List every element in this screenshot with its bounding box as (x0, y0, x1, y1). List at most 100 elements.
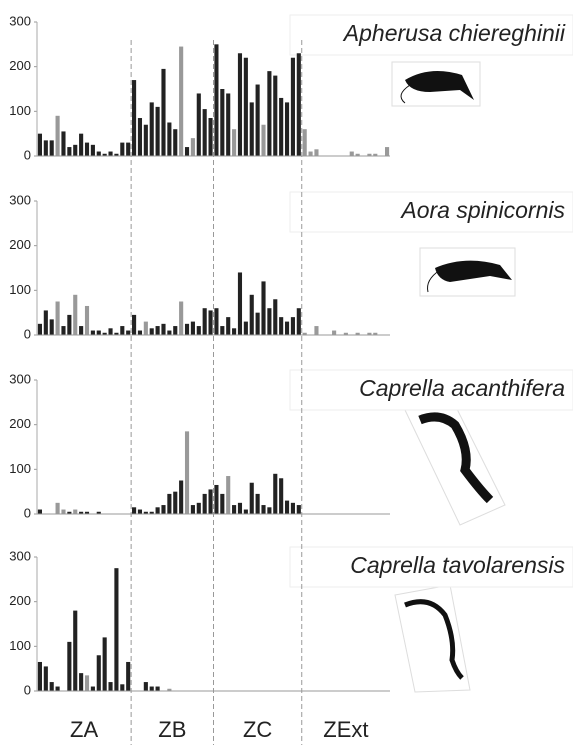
bar (279, 98, 283, 156)
bar (156, 507, 160, 514)
bar (256, 494, 260, 514)
bar (38, 324, 42, 335)
bar (267, 308, 271, 335)
bar (150, 687, 154, 691)
bar (297, 308, 301, 335)
y-tick-label: 0 (24, 326, 31, 341)
bar (50, 140, 54, 156)
bar (144, 322, 148, 335)
bar (232, 328, 236, 335)
bar (56, 503, 60, 514)
bar (273, 474, 277, 514)
bar (179, 481, 183, 515)
bar (185, 147, 189, 156)
bar (61, 510, 65, 514)
bar (232, 129, 236, 156)
y-tick-label: 0 (24, 147, 31, 162)
bar (144, 125, 148, 156)
bar (120, 326, 124, 335)
bar (279, 317, 283, 335)
bar (226, 93, 230, 156)
bar (185, 431, 189, 514)
y-tick-label: 300 (9, 192, 31, 207)
bar (208, 310, 212, 335)
bar (156, 107, 160, 156)
bar (132, 80, 136, 156)
bar (279, 478, 283, 514)
y-tick-label: 300 (9, 371, 31, 386)
bar (208, 118, 212, 156)
bar (61, 131, 65, 156)
bar (291, 58, 295, 156)
bar (126, 662, 130, 691)
bar (244, 58, 248, 156)
bar (167, 331, 171, 335)
bar (85, 306, 89, 335)
y-tick-label: 0 (24, 682, 31, 697)
bar (185, 324, 189, 335)
bar (191, 138, 195, 156)
bar (250, 483, 254, 514)
bar (114, 568, 118, 691)
bar (350, 152, 354, 156)
bar (97, 152, 101, 156)
page: {"zones": ["ZA", "ZB", "ZC", "ZExt"], "c… (0, 0, 573, 745)
bar (161, 505, 165, 514)
bar (203, 308, 207, 335)
bar (244, 322, 248, 335)
bar (91, 331, 95, 335)
chart: Apherusa chiereghinii0100200300Aora spin… (0, 0, 573, 745)
bar (173, 129, 177, 156)
bar (126, 331, 130, 335)
bar (256, 85, 260, 156)
bar (273, 76, 277, 156)
zone-label: ZA (70, 717, 98, 742)
bar (314, 149, 318, 156)
bar (303, 129, 307, 156)
bar (261, 505, 265, 514)
bar (203, 109, 207, 156)
bar (167, 494, 171, 514)
bar (191, 322, 195, 335)
bar (44, 140, 48, 156)
bar (73, 510, 77, 514)
bar (67, 642, 71, 691)
bar (79, 673, 83, 691)
bar (38, 510, 42, 514)
bar (150, 328, 154, 335)
panel-title: Caprella tavolarensis (350, 552, 565, 578)
bar (67, 315, 71, 335)
y-tick-label: 100 (9, 638, 31, 653)
bar (238, 272, 242, 335)
bar (97, 331, 101, 335)
y-tick-label: 100 (9, 282, 31, 297)
bar (108, 328, 112, 335)
zone-label: ZExt (323, 717, 368, 742)
bar (297, 53, 301, 156)
bar (56, 116, 60, 156)
bar (267, 71, 271, 156)
bar (85, 675, 89, 691)
y-tick-label: 200 (9, 237, 31, 252)
bar (197, 503, 201, 514)
bar (273, 299, 277, 335)
panel-title: Apherusa chiereghinii (342, 20, 566, 46)
y-tick-label: 200 (9, 593, 31, 608)
bar (73, 611, 77, 691)
bar (156, 326, 160, 335)
bar (214, 485, 218, 514)
bar (179, 47, 183, 156)
bar (261, 281, 265, 335)
bar (61, 326, 65, 335)
bar (173, 492, 177, 514)
bar (156, 687, 160, 691)
bar (79, 326, 83, 335)
bar (44, 310, 48, 335)
bar (120, 684, 124, 691)
bar (44, 666, 48, 691)
bar (232, 505, 236, 514)
bar (197, 93, 201, 156)
bar (179, 302, 183, 336)
bar (214, 308, 218, 335)
bar (79, 134, 83, 156)
